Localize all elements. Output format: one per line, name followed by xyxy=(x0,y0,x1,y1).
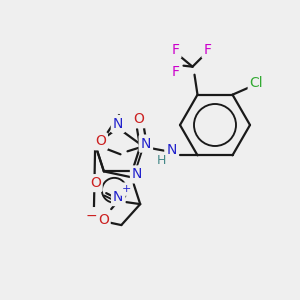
Text: O: O xyxy=(98,213,109,227)
Text: H: H xyxy=(157,154,166,167)
Text: +: + xyxy=(122,184,131,194)
Text: O: O xyxy=(95,134,106,148)
Text: F: F xyxy=(172,43,179,57)
Text: F: F xyxy=(203,43,211,57)
Text: N: N xyxy=(166,143,177,157)
Text: F: F xyxy=(172,65,179,79)
Text: Cl: Cl xyxy=(250,76,263,90)
Text: O: O xyxy=(90,176,101,190)
Text: N: N xyxy=(113,117,123,131)
Text: O: O xyxy=(133,112,144,126)
Text: N: N xyxy=(132,167,142,182)
Text: N: N xyxy=(113,190,123,204)
Text: N: N xyxy=(141,136,151,151)
Text: −: − xyxy=(85,209,97,223)
